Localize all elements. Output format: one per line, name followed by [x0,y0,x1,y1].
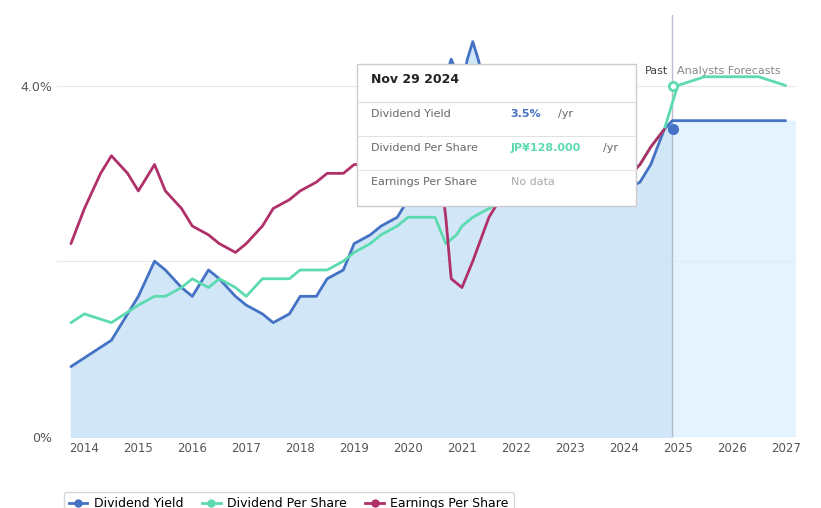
Text: /yr: /yr [558,109,573,119]
Text: 3.5%: 3.5% [511,109,541,119]
Text: JP¥128.000: JP¥128.000 [511,143,581,153]
Text: Analysts Forecasts: Analysts Forecasts [677,66,780,76]
Text: No data: No data [511,177,554,187]
FancyBboxPatch shape [357,64,636,206]
Text: /yr: /yr [603,143,617,153]
Text: Dividend Per Share: Dividend Per Share [371,143,478,153]
Text: Past: Past [644,66,668,76]
Text: Dividend Yield: Dividend Yield [371,109,451,119]
Text: Nov 29 2024: Nov 29 2024 [371,74,459,86]
Legend: Dividend Yield, Dividend Per Share, Earnings Per Share: Dividend Yield, Dividend Per Share, Earn… [64,492,514,508]
Text: Earnings Per Share: Earnings Per Share [371,177,477,187]
Polygon shape [672,121,796,437]
